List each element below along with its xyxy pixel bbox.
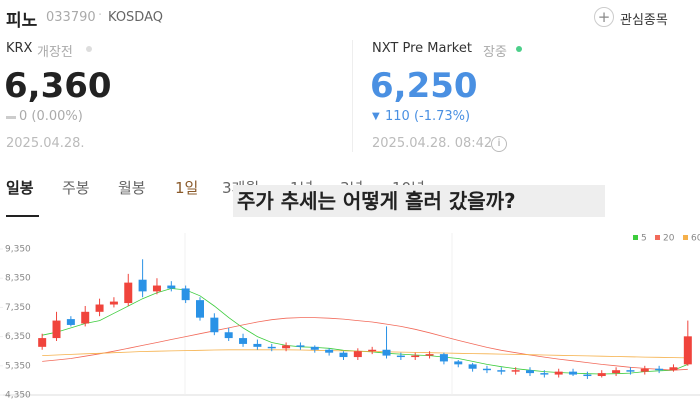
candle-body bbox=[52, 320, 61, 339]
krx-date: 2025.04.28. bbox=[6, 136, 85, 151]
candle-body bbox=[540, 373, 549, 375]
stock-name: 피노 bbox=[6, 11, 38, 31]
tab-underline bbox=[6, 215, 39, 217]
flat-icon bbox=[6, 116, 16, 119]
candle-body bbox=[109, 301, 118, 305]
watch-button[interactable]: 관심종목 bbox=[620, 13, 668, 28]
krx-status: 개장전 bbox=[37, 45, 73, 60]
legend-swatch bbox=[683, 235, 688, 240]
status-dot bbox=[86, 46, 92, 52]
tab[interactable]: 주봉 bbox=[62, 179, 90, 197]
stock-code: 033790 bbox=[46, 10, 96, 25]
nxt-price: 6,250 bbox=[370, 66, 478, 106]
candle-body bbox=[210, 317, 219, 333]
candle-body bbox=[569, 371, 578, 375]
candle-body bbox=[282, 345, 291, 349]
candle-body bbox=[439, 354, 448, 362]
nxt-change: 110 (-1.73%) bbox=[385, 109, 471, 124]
overlay-caption: 주가 추세는 어떻게 흘러 갔을까? bbox=[233, 185, 605, 217]
candle-body bbox=[597, 373, 606, 377]
candle-body bbox=[124, 282, 133, 304]
candle-body bbox=[511, 370, 520, 372]
legend-label: 20 bbox=[663, 234, 675, 244]
tab[interactable]: 월봉 bbox=[118, 179, 146, 197]
candle-body bbox=[411, 355, 420, 358]
candle-body bbox=[368, 349, 377, 352]
divider bbox=[352, 40, 353, 152]
candle-body bbox=[167, 285, 176, 289]
moving-average bbox=[42, 349, 688, 359]
y-tick-label: 4,350 bbox=[5, 391, 31, 400]
candle-body bbox=[267, 346, 276, 349]
candle-body bbox=[196, 300, 204, 318]
candle-body bbox=[454, 361, 463, 365]
nxt-label: NXT Pre Market bbox=[372, 41, 472, 56]
tab[interactable]: 1일 bbox=[175, 179, 199, 197]
down-icon: ▼ bbox=[372, 111, 380, 122]
candle-body bbox=[526, 370, 534, 374]
candle-body bbox=[683, 336, 692, 365]
candle-body bbox=[339, 352, 348, 358]
candle-body bbox=[325, 349, 334, 353]
krx-change: 0 (0.00%) bbox=[19, 109, 83, 124]
y-tick-label: 6,350 bbox=[5, 332, 31, 342]
legend-label: 60 bbox=[691, 234, 700, 244]
candle-body bbox=[396, 355, 405, 358]
candle-body bbox=[482, 368, 491, 371]
candle-body bbox=[612, 370, 621, 374]
candle-body bbox=[554, 371, 563, 375]
candle-body bbox=[138, 279, 147, 292]
y-tick-label: 5,350 bbox=[5, 361, 31, 371]
candle-body bbox=[81, 311, 90, 324]
candle-body bbox=[640, 368, 649, 372]
chart: 4,350 5,350 6,350 7,350 8,350 9,350 5 20 60 bbox=[0, 233, 700, 400]
candle-body bbox=[239, 338, 248, 344]
separator: · bbox=[98, 8, 103, 23]
nxt-date: 2025.04.28. 08:42 bbox=[372, 136, 493, 151]
nxt-status: 장중 bbox=[483, 45, 507, 60]
moving-average bbox=[42, 288, 688, 375]
candle-body bbox=[425, 354, 434, 356]
legend-swatch bbox=[633, 235, 638, 240]
y-tick-label: 7,350 bbox=[5, 303, 31, 313]
candle-body bbox=[224, 332, 233, 339]
krx-label: KRX bbox=[6, 41, 33, 56]
candle-body bbox=[66, 319, 75, 325]
candle-body bbox=[497, 370, 506, 372]
candle-body bbox=[669, 367, 678, 371]
candle-body bbox=[468, 364, 477, 369]
legend-swatch bbox=[655, 235, 660, 240]
plus-icon[interactable]: + bbox=[594, 7, 614, 27]
krx-price: 6,360 bbox=[4, 66, 112, 106]
candle-body bbox=[353, 351, 362, 358]
y-tick-label: 9,350 bbox=[5, 245, 31, 255]
market: KOSDAQ bbox=[108, 10, 163, 25]
candle-body bbox=[296, 345, 305, 347]
info-icon[interactable]: i bbox=[491, 136, 507, 152]
candle-body bbox=[310, 346, 319, 350]
legend-label: 5 bbox=[641, 234, 647, 244]
tab[interactable]: 일봉 bbox=[6, 179, 34, 197]
candle-body bbox=[38, 338, 47, 347]
candle-body bbox=[253, 343, 262, 347]
moving-average bbox=[42, 317, 688, 371]
candle-body bbox=[583, 374, 592, 377]
candle-body bbox=[95, 304, 104, 312]
candle-body bbox=[626, 370, 635, 372]
candle-body bbox=[655, 368, 664, 371]
status-dot bbox=[516, 46, 522, 52]
candle-body bbox=[382, 349, 391, 356]
candle-body bbox=[152, 285, 161, 292]
candle-body bbox=[181, 288, 190, 301]
y-tick-label: 8,350 bbox=[5, 274, 31, 284]
